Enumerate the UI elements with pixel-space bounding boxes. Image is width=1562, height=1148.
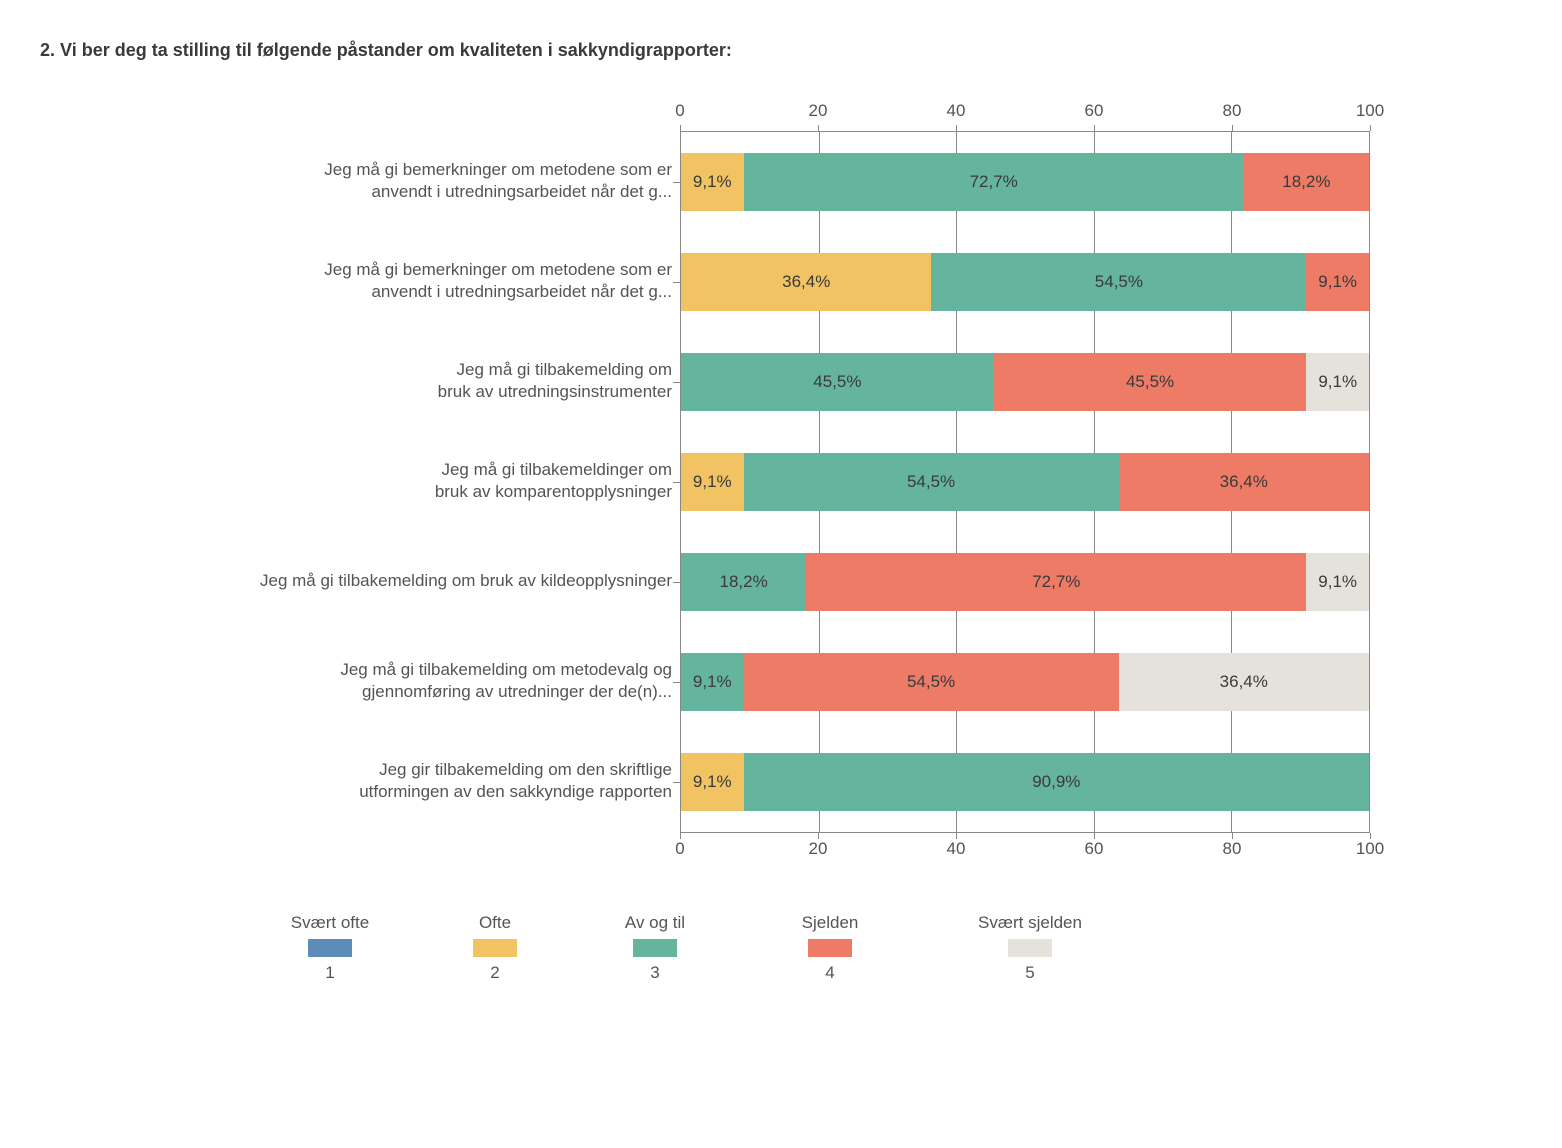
- category-label: Jeg må gi bemerkninger om metodene som e…: [40, 131, 680, 231]
- bar-segment-ofte: 9,1%: [681, 153, 744, 211]
- bar-value-label: 9,1%: [1318, 272, 1357, 292]
- legend-item-ofte: Ofte 2: [420, 913, 570, 983]
- bar-segment-av_og_til: 18,2%: [681, 553, 806, 611]
- bar-segment-av_og_til: 90,9%: [744, 753, 1369, 811]
- legend-swatch: [808, 939, 852, 957]
- bar-value-label: 36,4%: [782, 272, 830, 292]
- bar-segment-svaert_sjelden: 9,1%: [1306, 353, 1369, 411]
- axis-tick-label: 40: [947, 101, 966, 121]
- bar-value-label: 36,4%: [1220, 672, 1268, 692]
- bar-row: 9,1% 72,7% 18,2%: [681, 132, 1369, 232]
- bar-segment-sjelden: 54,5%: [744, 653, 1119, 711]
- bar-segment-av_og_til: 54,5%: [931, 253, 1306, 311]
- bar-row: 36,4% 54,5% 9,1%: [681, 232, 1369, 332]
- bar-segment-sjelden: 45,5%: [994, 353, 1307, 411]
- category-labels: Jeg må gi bemerkninger om metodene som e…: [40, 101, 680, 863]
- bars-column: 020406080100 9,1%72,7%18,2%36,4%54,5%9,1…: [680, 101, 1370, 863]
- bar-value-label: 9,1%: [693, 672, 732, 692]
- chart: Jeg må gi bemerkninger om metodene som e…: [40, 101, 1440, 983]
- axis-tick-label: 60: [1085, 101, 1104, 121]
- bar-row: 9,1% 90,9%: [681, 732, 1369, 832]
- bar-segment-av_og_til: 45,5%: [681, 353, 994, 411]
- x-axis-bottom: 020406080100: [680, 833, 1370, 863]
- axis-tick-label: 20: [809, 101, 828, 121]
- bar-value-label: 9,1%: [693, 172, 732, 192]
- bar-value-label: 90,9%: [1032, 772, 1080, 792]
- legend-item-svaert_ofte: Svært ofte 1: [240, 913, 420, 983]
- chart-title: 2. Vi ber deg ta stilling til følgende p…: [40, 40, 1522, 61]
- bar-value-label: 45,5%: [813, 372, 861, 392]
- bar-row: 18,2% 72,7% 9,1%: [681, 532, 1369, 632]
- legend-number: 4: [825, 963, 834, 983]
- bar-segment-sjelden: 72,7%: [806, 553, 1306, 611]
- legend-item-svaert_sjelden: Svært sjelden 5: [920, 913, 1140, 983]
- bar-value-label: 36,4%: [1220, 472, 1268, 492]
- bar-segment-av_og_til: 72,7%: [744, 153, 1244, 211]
- bar-value-label: 9,1%: [1318, 372, 1357, 392]
- legend: Svært ofte 1 Ofte 2 Av og til 3 Sjelden 4 Svært …: [240, 913, 1240, 983]
- category-label: Jeg må gi bemerkninger om metodene som e…: [40, 231, 680, 331]
- bar-segment-ofte: 9,1%: [681, 753, 744, 811]
- legend-swatch: [1008, 939, 1052, 957]
- legend-label: Svært sjelden: [978, 913, 1082, 933]
- bar-value-label: 54,5%: [907, 472, 955, 492]
- bar-value-label: 72,7%: [1032, 572, 1080, 592]
- axis-tick-label: 80: [1223, 101, 1242, 121]
- axis-tick-label: 100: [1356, 839, 1384, 859]
- legend-label: Ofte: [479, 913, 511, 933]
- legend-item-av_og_til: Av og til 3: [570, 913, 740, 983]
- legend-label: Sjelden: [802, 913, 859, 933]
- legend-number: 5: [1025, 963, 1034, 983]
- bar-row: 9,1% 54,5% 36,4%: [681, 432, 1369, 532]
- bar-segment-svaert_sjelden: 9,1%: [1306, 553, 1369, 611]
- axis-tick-label: 0: [675, 839, 684, 859]
- plot-region: 9,1% 72,7% 18,2% 36,4% 54,5% 9,1% 45,5% 45,5% 9,…: [680, 131, 1370, 833]
- bar-segment-sjelden: 9,1%: [1306, 253, 1369, 311]
- axis-tick-label: 20: [809, 839, 828, 859]
- bar-segment-ofte: 9,1%: [681, 453, 744, 511]
- category-label: Jeg må gi tilbakemelding om bruk av kild…: [40, 531, 680, 631]
- bar-value-label: 54,5%: [1095, 272, 1143, 292]
- bar-value-label: 18,2%: [720, 572, 768, 592]
- category-label: Jeg må gi tilbakemelding ombruk av utred…: [40, 331, 680, 431]
- bar-row: 9,1% 54,5% 36,4%: [681, 632, 1369, 732]
- bar-value-label: 72,7%: [970, 172, 1018, 192]
- category-label: Jeg må gi tilbakemelding om metodevalg o…: [40, 631, 680, 731]
- bar-value-label: 9,1%: [693, 472, 732, 492]
- axis-tick-label: 40: [947, 839, 966, 859]
- bar-segment-av_og_til: 54,5%: [744, 453, 1119, 511]
- legend-label: Av og til: [625, 913, 685, 933]
- legend-number: 1: [325, 963, 334, 983]
- bar-segment-ofte: 36,4%: [681, 253, 931, 311]
- category-label: Jeg må gi tilbakemeldinger ombruk av kom…: [40, 431, 680, 531]
- bar-value-label: 9,1%: [693, 772, 732, 792]
- legend-label: Svært ofte: [291, 913, 369, 933]
- legend-swatch: [633, 939, 677, 957]
- bar-segment-av_og_til: 9,1%: [681, 653, 744, 711]
- axis-tick-label: 0: [675, 101, 684, 121]
- legend-number: 2: [490, 963, 499, 983]
- legend-swatch: [473, 939, 517, 957]
- category-label: Jeg gir tilbakemelding om den skriftlige…: [40, 731, 680, 831]
- legend-swatch: [308, 939, 352, 957]
- axis-tick-label: 60: [1085, 839, 1104, 859]
- bar-segment-svaert_sjelden: 36,4%: [1119, 653, 1369, 711]
- legend-number: 3: [650, 963, 659, 983]
- bar-segment-sjelden: 36,4%: [1119, 453, 1369, 511]
- bar-value-label: 45,5%: [1126, 372, 1174, 392]
- axis-tick-label: 100: [1356, 101, 1384, 121]
- axis-tick-label: 80: [1223, 839, 1242, 859]
- bar-value-label: 54,5%: [907, 672, 955, 692]
- bar-segment-sjelden: 18,2%: [1244, 153, 1369, 211]
- bar-value-label: 9,1%: [1318, 572, 1357, 592]
- bar-row: 45,5% 45,5% 9,1%: [681, 332, 1369, 432]
- bar-value-label: 18,2%: [1282, 172, 1330, 192]
- legend-item-sjelden: Sjelden 4: [740, 913, 920, 983]
- x-axis-top: 020406080100: [680, 101, 1370, 131]
